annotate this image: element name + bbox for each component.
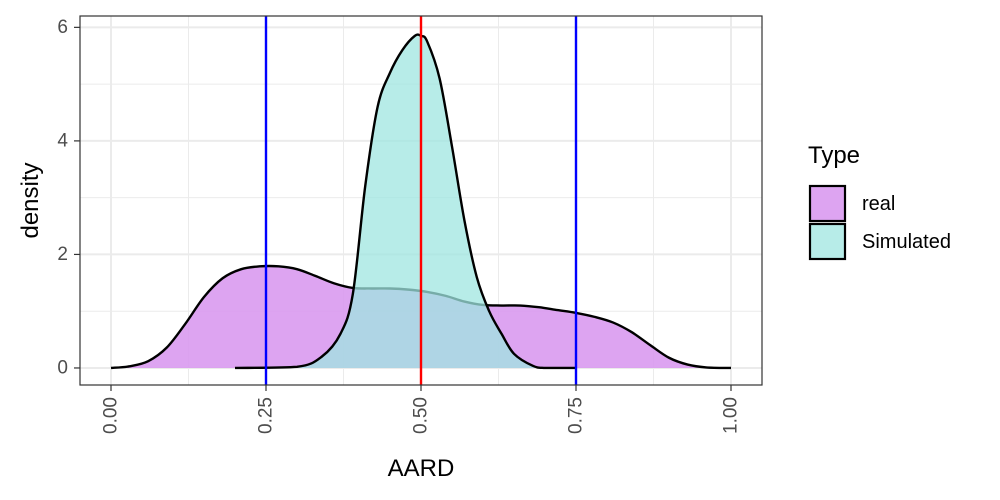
x-axis-title: AARD xyxy=(388,455,455,482)
y-axis-title: density xyxy=(17,162,44,238)
legend: Type real Simulated xyxy=(808,142,951,261)
legend-entries: real Simulated xyxy=(808,184,951,261)
y-axis-ticks: 0 2 4 6 xyxy=(57,17,80,378)
x-tick-label: 0.50 xyxy=(411,397,432,434)
legend-label-real: real xyxy=(862,193,895,215)
legend-key-simulated xyxy=(808,222,847,261)
y-tick-label: 0 xyxy=(57,357,68,378)
x-tick-label: 0.75 xyxy=(566,397,587,434)
x-axis-ticks: 0.00 0.25 0.50 0.75 1.00 xyxy=(101,385,742,434)
legend-title: Type xyxy=(808,142,860,169)
x-tick-label: 0.25 xyxy=(256,397,277,434)
x-tick-label: 1.00 xyxy=(721,397,742,434)
x-tick-label: 0.00 xyxy=(101,397,122,434)
density-outline-simulated xyxy=(234,33,576,370)
legend-key-real xyxy=(808,184,847,223)
y-tick-label: 2 xyxy=(57,244,68,265)
vertical-lines xyxy=(264,16,578,385)
density-area-simulated xyxy=(235,34,576,368)
y-tick-label: 6 xyxy=(57,17,68,38)
legend-label-simulated: Simulated xyxy=(862,231,951,253)
y-tick-label: 4 xyxy=(57,130,68,151)
